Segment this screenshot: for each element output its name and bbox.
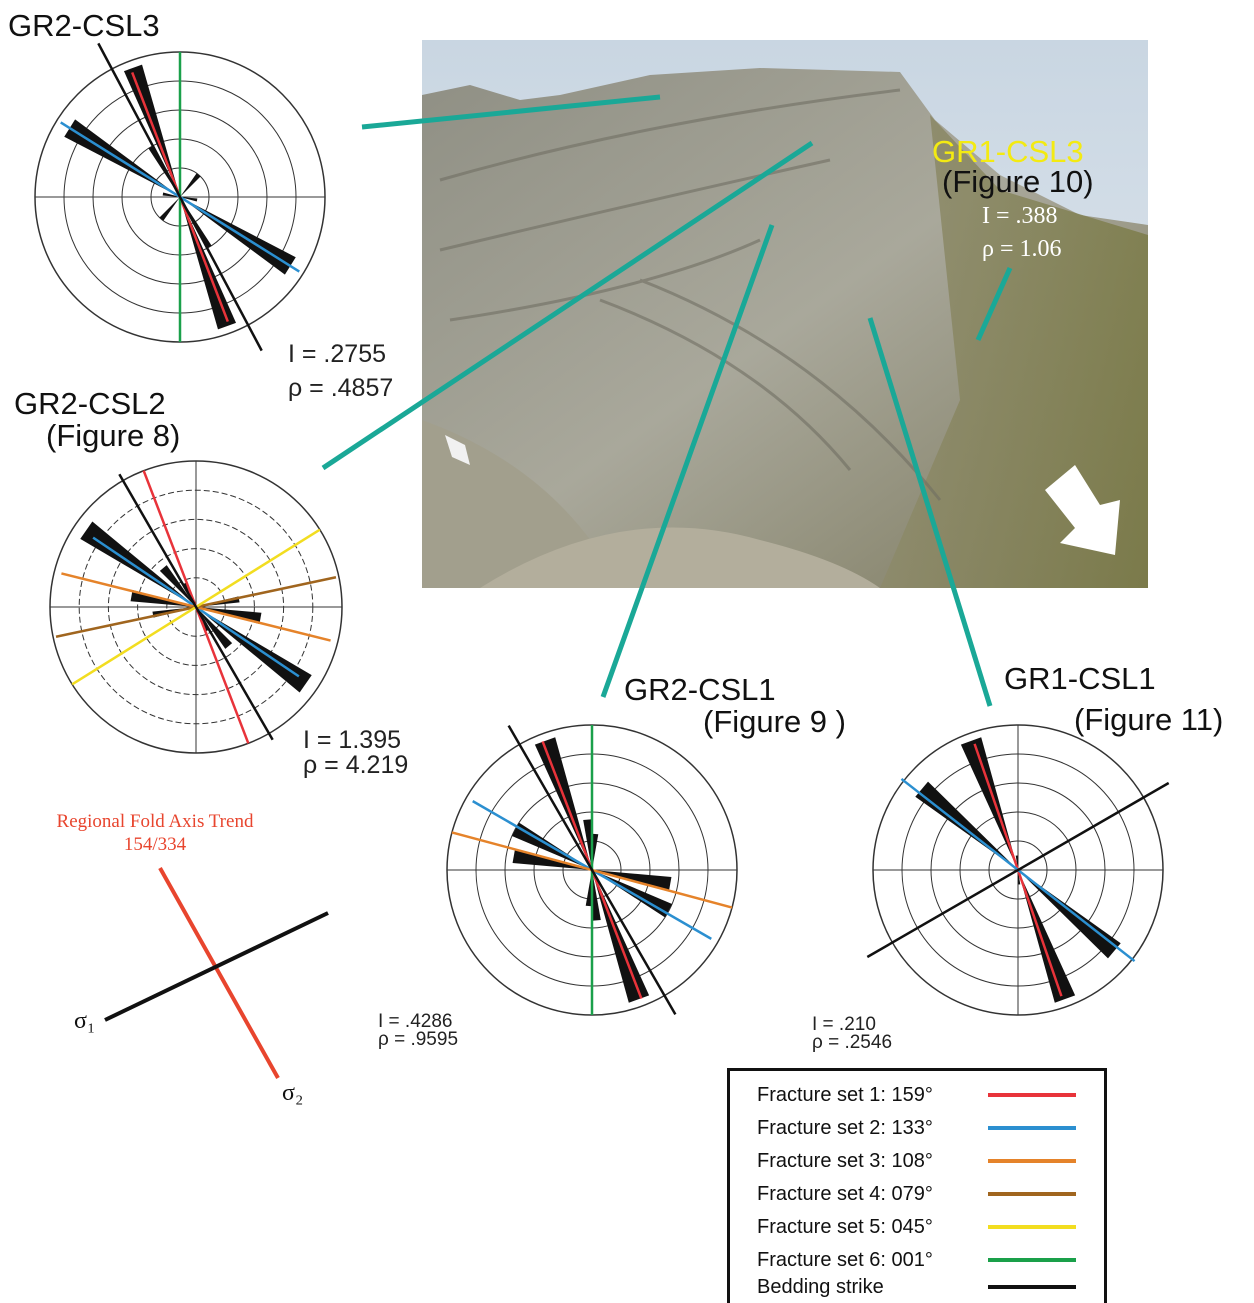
rose-petal [583, 819, 592, 870]
rose-petal [592, 870, 601, 921]
rose-figure: (Figure 8) [46, 418, 180, 453]
sigma2: σ₂ [282, 1080, 303, 1106]
rose-petal [915, 781, 1018, 870]
rose-petal [80, 521, 196, 607]
rose-label: GR1-CSL1 [1004, 661, 1156, 696]
rose-petal [960, 737, 1018, 870]
rose-figure: (Figure 9 ) [703, 704, 846, 739]
rose-petal [180, 173, 201, 197]
rose-rho: ρ = .9595 [378, 1029, 458, 1050]
fold-trend: 154/334 [124, 834, 187, 855]
legend-label: Fracture set 5: 045° [757, 1216, 933, 1238]
photo [422, 40, 1148, 588]
rose-i: I = .210 [812, 1014, 876, 1035]
rose-petal [534, 737, 592, 870]
rose-petal [1018, 870, 1076, 1003]
rose-petal [196, 607, 312, 693]
photo-i: I = .388 [982, 203, 1058, 229]
sigma-line [104, 911, 329, 1022]
rose-set-line [118, 473, 274, 741]
rose-diagrams [34, 42, 1170, 1016]
rose-set-line [97, 42, 263, 352]
photo-rho: ρ = 1.06 [982, 236, 1062, 262]
legend-label: Fracture set 3: 108° [757, 1150, 933, 1172]
rose-i: I = 1.395 [303, 726, 401, 754]
legend-label: Fracture set 1: 159° [757, 1084, 933, 1106]
rose-petal [180, 197, 198, 202]
legend-label: Fracture set 6: 001° [757, 1249, 933, 1271]
rose-petal [159, 197, 180, 221]
rose-label: GR2-CSL1 [624, 672, 776, 707]
rose-rho: ρ = 4.219 [303, 751, 408, 779]
rose-petal [592, 833, 599, 870]
rose-set-line [507, 724, 677, 1016]
legend-label: Fracture set 4: 079° [757, 1183, 933, 1205]
rose-rho: ρ = .4857 [288, 374, 393, 402]
rose-petal [196, 607, 233, 649]
sigma1: σ₁ [74, 1008, 95, 1034]
legend-label: Fracture set 2: 133° [757, 1117, 933, 1139]
rose-petal [1018, 870, 1121, 959]
fold-axis [158, 867, 280, 1079]
legend-box [727, 1068, 1107, 1303]
legend: Fracture set 1: 159° Fracture set 2: 133°… [757, 1084, 1076, 1298]
fold-title: Regional Fold Axis Trend [57, 811, 254, 832]
rose-set-line [866, 781, 1170, 959]
photo-label: GR1-CSL3 [932, 134, 1084, 169]
rose-petal [592, 870, 650, 1003]
leader-lines [321, 94, 1013, 707]
photo-figure: (Figure 10) [942, 164, 1094, 199]
rose-petal [162, 192, 180, 197]
rose-label: GR2-CSL2 [14, 386, 166, 421]
rose-figure: (Figure 11) [1074, 702, 1223, 737]
legend-label: Bedding strike [757, 1276, 884, 1298]
rose-label: GR2-CSL3 [8, 8, 160, 43]
rose-rho: ρ = .2546 [812, 1032, 892, 1053]
rose-i: I = .4286 [378, 1011, 452, 1032]
rose-petal [159, 565, 196, 607]
rose-i: I = .2755 [288, 340, 386, 368]
rose-petal [585, 870, 592, 907]
